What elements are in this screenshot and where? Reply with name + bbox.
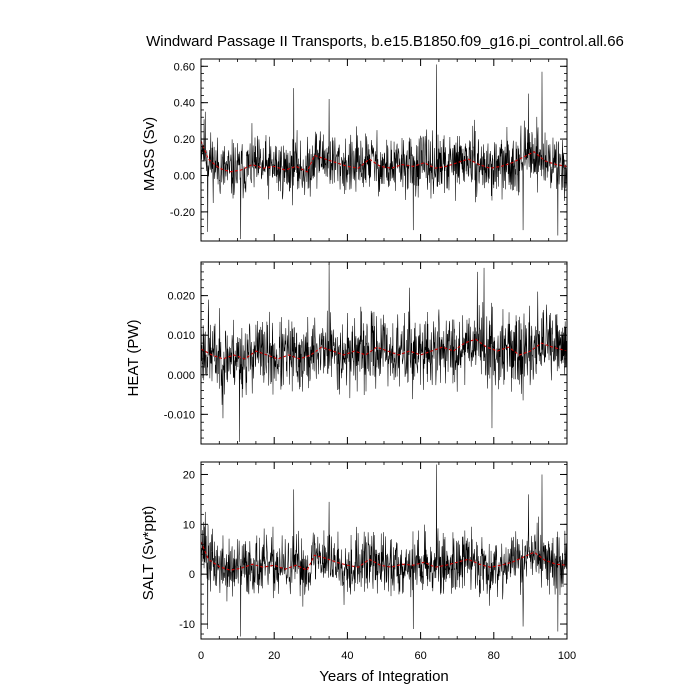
salt-panel: -10 0 10 20 0 20 40 60 80 100 [179,461,576,662]
raw-series-line [201,64,567,240]
smoothed-series-line [201,140,567,173]
y-tick-label: 0.020 [167,291,195,303]
y-tick-label: 0.20 [174,134,195,146]
chart-title: Windward Passage II Transports, b.e15.B1… [146,33,624,50]
raw-series-line [201,464,567,637]
y-tick-label: 0.60 [174,61,195,73]
smoothed-series-line [201,338,567,360]
smoothed-series-line [201,541,567,571]
mass-panel: -0.20 0.00 0.20 0.40 0.60 [170,58,568,242]
y-tick-label: -10 [179,619,195,631]
y-tick-label: -0.010 [164,409,195,421]
heat-panel: -0.010 0.000 0.010 0.020 [164,261,568,445]
y-tick-label: 0.000 [167,370,195,382]
y-tick-label: 0.010 [167,330,195,342]
salt-y-axis-label: SALT (Sv*ppt) [140,506,157,600]
x-axis-label: Years of Integration [319,668,449,685]
y-tick-label: 0.40 [174,98,195,110]
x-tick-label: 0 [198,650,204,662]
x-tick-label: 40 [341,650,353,662]
y-tick-label: 0.00 [174,170,195,182]
raw-series-line [201,263,567,443]
y-tick-label: 0 [189,569,195,581]
y-tick-label: -0.20 [170,207,195,219]
mass-y-axis-label: MASS (Sv) [141,117,158,191]
y-tick-label: 20 [183,469,195,481]
x-tick-label: 60 [414,650,426,662]
x-tick-label: 80 [488,650,500,662]
y-tick-label: 10 [183,519,195,531]
x-tick-label: 100 [558,650,576,662]
x-tick-label: 20 [268,650,280,662]
heat-y-axis-label: HEAT (PW) [125,320,142,397]
